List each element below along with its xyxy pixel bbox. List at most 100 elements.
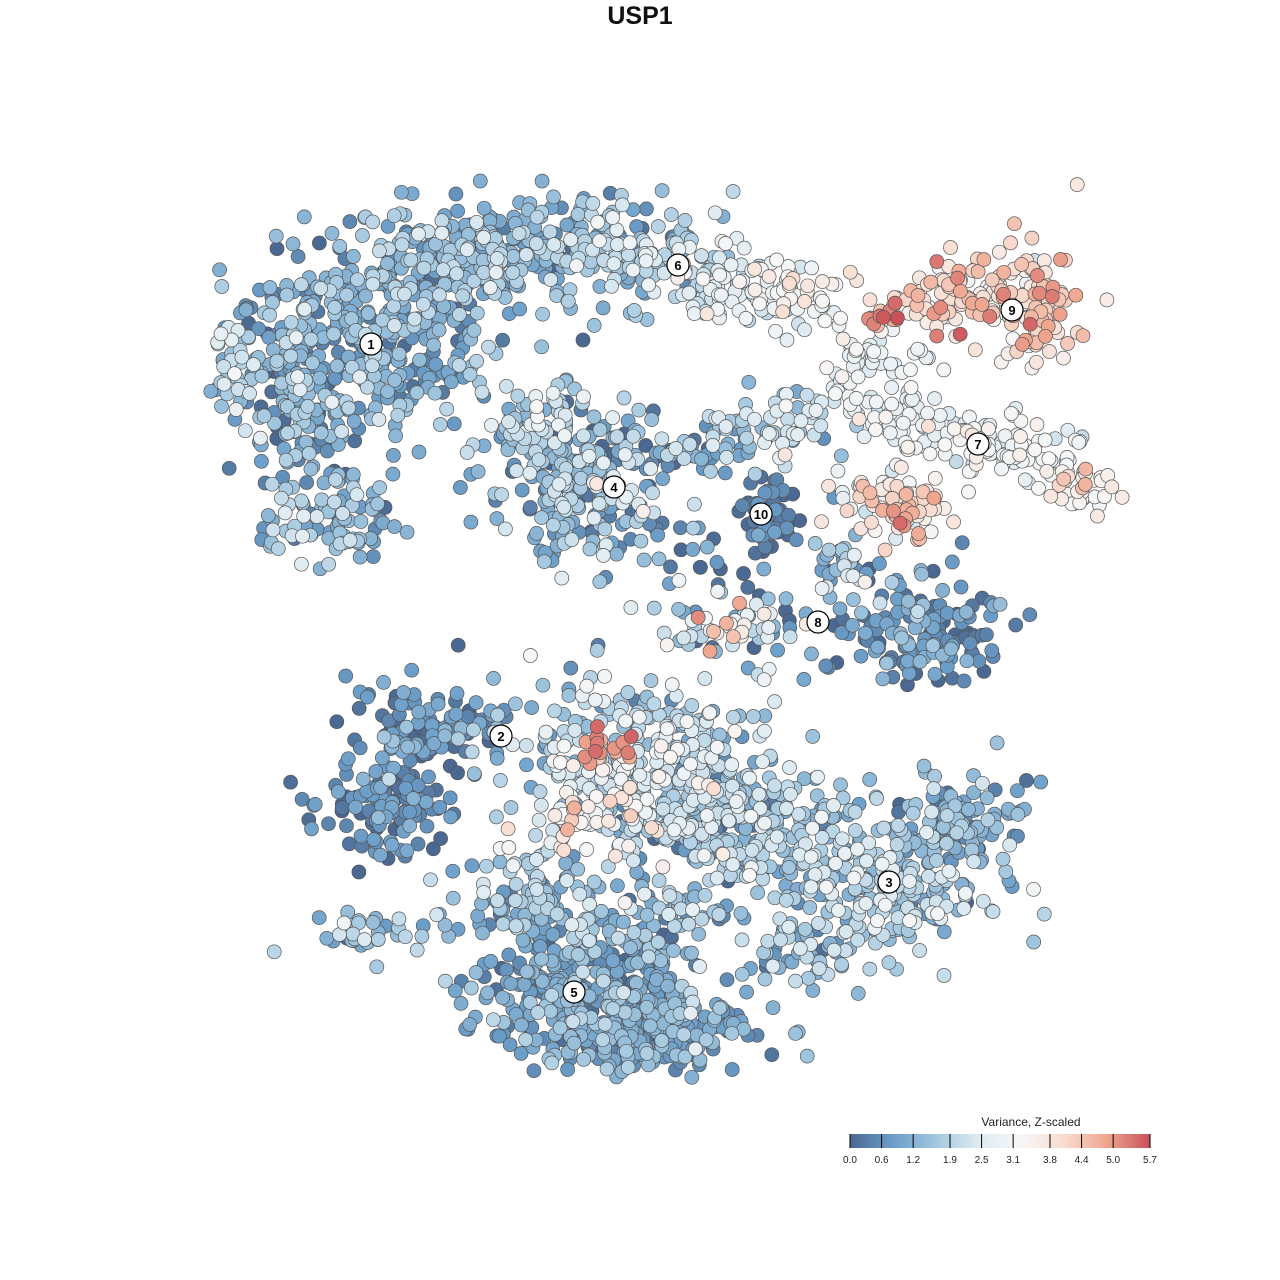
data-point bbox=[324, 394, 340, 410]
data-point bbox=[559, 217, 575, 233]
data-point bbox=[788, 973, 803, 989]
data-point bbox=[767, 524, 782, 540]
data-point bbox=[834, 369, 850, 385]
data-point bbox=[813, 418, 829, 434]
data-point bbox=[890, 310, 905, 326]
data-point bbox=[622, 235, 638, 251]
data-point bbox=[952, 326, 968, 342]
data-point bbox=[582, 896, 597, 912]
data-point bbox=[685, 542, 701, 557]
data-point bbox=[580, 799, 596, 815]
data-point bbox=[278, 452, 294, 468]
data-point bbox=[765, 1000, 781, 1016]
data-point bbox=[926, 781, 942, 796]
data-point bbox=[699, 808, 715, 823]
data-point bbox=[623, 729, 639, 744]
data-point bbox=[711, 907, 727, 922]
data-point bbox=[294, 791, 310, 807]
data-point bbox=[902, 913, 917, 928]
data-point bbox=[292, 382, 308, 398]
data-point bbox=[1078, 461, 1094, 477]
data-point bbox=[283, 348, 299, 364]
data-point bbox=[432, 417, 448, 432]
data-point bbox=[905, 805, 921, 821]
data-point bbox=[227, 366, 242, 382]
data-point bbox=[1036, 906, 1052, 922]
data-point bbox=[747, 411, 762, 427]
data-point bbox=[684, 698, 700, 713]
data-point bbox=[212, 262, 227, 278]
data-point bbox=[399, 524, 415, 540]
data-point bbox=[545, 517, 561, 533]
cluster-label-text: 4 bbox=[610, 480, 618, 495]
data-point bbox=[902, 873, 917, 889]
data-point bbox=[933, 300, 948, 315]
data-point bbox=[684, 945, 699, 961]
data-point bbox=[1075, 328, 1091, 344]
legend-title: Variance, Z-scaled bbox=[981, 1115, 1080, 1129]
data-point bbox=[491, 1028, 507, 1044]
data-point bbox=[804, 260, 819, 276]
data-point bbox=[644, 820, 659, 836]
data-point bbox=[585, 196, 601, 211]
data-point bbox=[916, 758, 932, 774]
data-point bbox=[887, 295, 903, 311]
data-point bbox=[1071, 435, 1087, 450]
data-point bbox=[740, 580, 756, 595]
data-point bbox=[404, 662, 420, 678]
data-point bbox=[618, 713, 633, 729]
data-point bbox=[346, 249, 361, 264]
data-point bbox=[635, 504, 651, 519]
data-point bbox=[459, 242, 475, 258]
data-point bbox=[1022, 607, 1038, 623]
data-point bbox=[280, 425, 295, 441]
data-point bbox=[338, 668, 354, 684]
data-point bbox=[684, 1069, 700, 1085]
data-point bbox=[653, 738, 669, 754]
data-point bbox=[782, 275, 797, 291]
data-point bbox=[910, 604, 926, 619]
data-point bbox=[709, 555, 725, 570]
data-point bbox=[697, 671, 713, 686]
data-point bbox=[864, 514, 879, 530]
data-point bbox=[936, 968, 952, 983]
data-point bbox=[898, 487, 914, 502]
data-point bbox=[805, 820, 820, 836]
data-point bbox=[623, 600, 639, 615]
data-point bbox=[1099, 292, 1115, 308]
data-point bbox=[509, 463, 524, 478]
data-point bbox=[666, 943, 681, 958]
data-point bbox=[956, 673, 972, 689]
data-point bbox=[313, 425, 329, 441]
data-point bbox=[381, 771, 397, 787]
data-point bbox=[300, 399, 316, 414]
data-point bbox=[850, 932, 866, 948]
data-point bbox=[781, 507, 796, 523]
data-point bbox=[450, 637, 466, 653]
data-point bbox=[1104, 479, 1120, 495]
data-point bbox=[303, 331, 319, 347]
data-point bbox=[462, 1017, 478, 1032]
data-point bbox=[469, 305, 485, 321]
data-point bbox=[939, 808, 955, 823]
data-point bbox=[838, 924, 854, 939]
data-point bbox=[324, 226, 340, 241]
data-point bbox=[811, 961, 827, 976]
data-point bbox=[423, 872, 438, 888]
data-point bbox=[767, 778, 782, 794]
data-points bbox=[203, 173, 1130, 1085]
data-point bbox=[519, 738, 534, 753]
data-point bbox=[466, 322, 482, 338]
data-point bbox=[725, 184, 741, 199]
data-point bbox=[1031, 480, 1046, 496]
data-point bbox=[288, 330, 304, 346]
data-point bbox=[376, 729, 392, 745]
data-point bbox=[304, 821, 319, 837]
data-point bbox=[724, 1025, 740, 1041]
data-point bbox=[912, 943, 927, 958]
data-point bbox=[715, 846, 731, 862]
data-point bbox=[309, 509, 325, 524]
data-point bbox=[564, 917, 580, 933]
data-point bbox=[807, 867, 823, 883]
data-point bbox=[511, 226, 527, 241]
